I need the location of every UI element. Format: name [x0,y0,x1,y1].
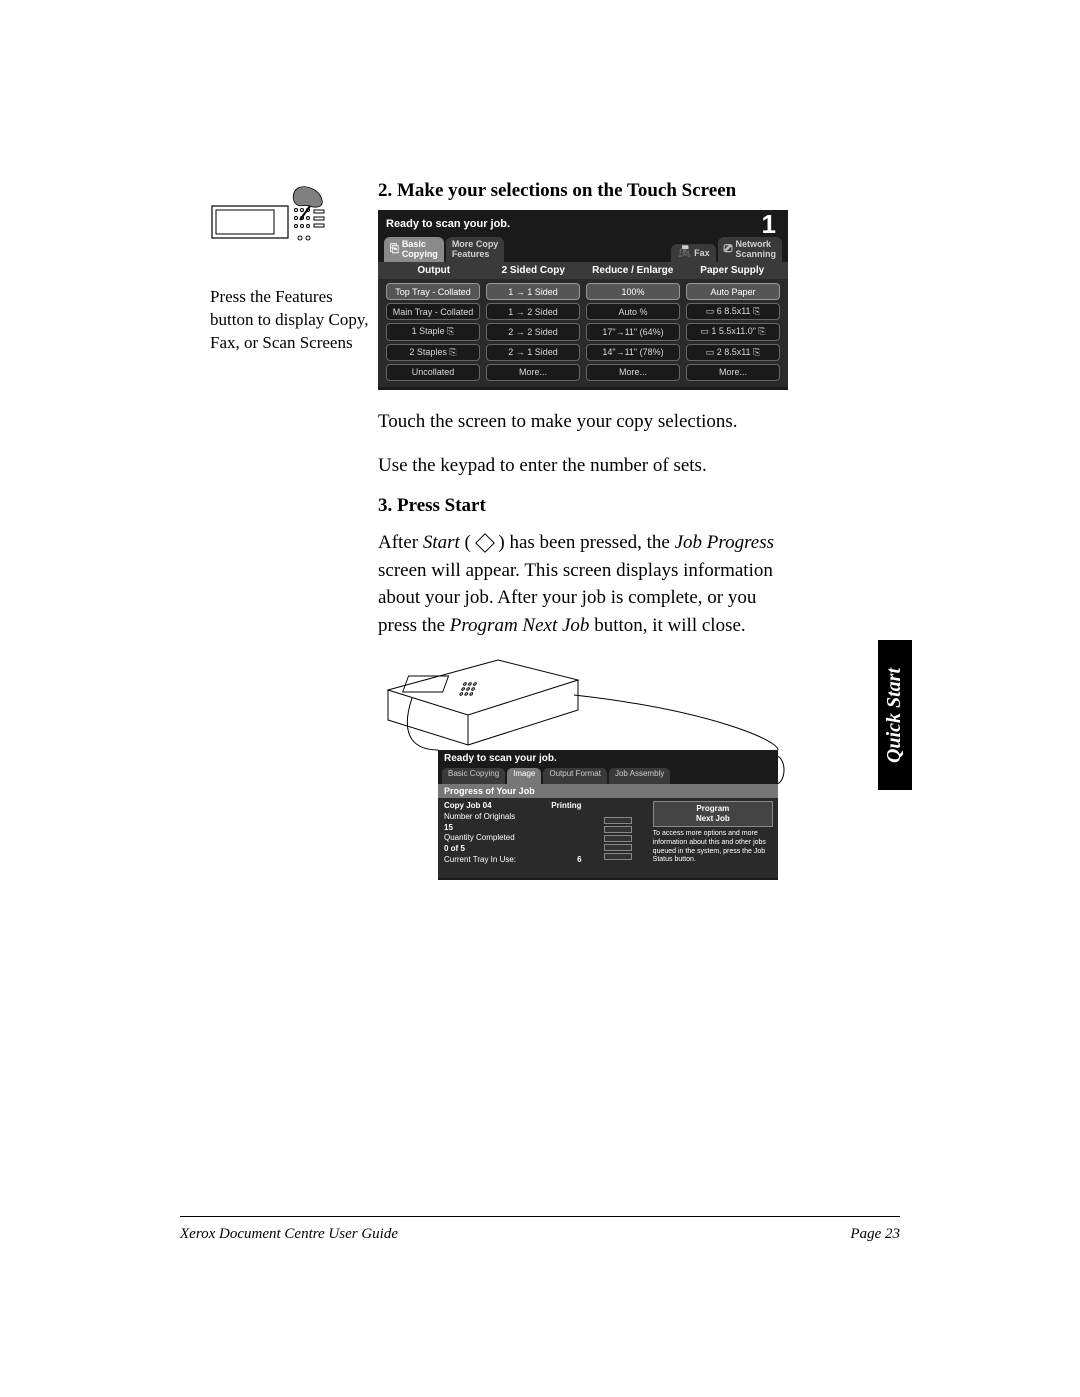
tab-fax[interactable]: 📠 Fax [671,244,715,262]
options-grid: Top Tray - Collated 1 → 1 Sided 100% Aut… [378,279,788,387]
tab-more-copy[interactable]: More Copy Features [446,237,505,262]
col-reduce: Reduce / Enlarge [583,265,683,276]
job-state: Printing [551,801,581,812]
orig-label: Number of Originals [444,812,582,823]
start-diamond-icon [475,533,495,553]
opt-output-1[interactable]: Main Tray - Collated [386,303,480,320]
copy-icon: ⎘ [390,244,399,256]
set-count: 1 [762,209,780,240]
tab-label: Fax [694,249,710,258]
opt-paper-0[interactable]: Auto Paper [686,283,780,300]
tab-basic[interactable]: Basic Copying [442,768,505,784]
program-next-job-button[interactable]: Program Next Job [653,801,773,827]
status-text: Ready to scan your job. [386,218,510,230]
opt-reduce-2[interactable]: 17"→11" (64%) [586,323,680,340]
opt-output-0[interactable]: Top Tray - Collated [386,283,480,300]
tab-basic-copying[interactable]: ⎘ Basic Copying [384,237,444,262]
footer-right: Page 23 [850,1226,900,1243]
col-2sided: 2 Sided Copy [484,265,584,276]
tab-network-scanning[interactable]: ⎚ Network Scanning [718,237,782,262]
step3-heading: 3. Press Start [378,495,798,517]
step2-body2: Use the keypad to enter the number of se… [378,452,798,480]
progress-title: Progress of Your Job [444,786,535,796]
footer-rule [180,1216,900,1217]
tab-job-assembly[interactable]: Job Assembly [609,768,670,784]
scan-icon: ⎚ [724,244,733,256]
status-text: Ready to scan your job. [438,750,778,768]
opt-2sided-1[interactable]: 1 → 2 Sided [486,303,580,320]
opt-paper-4[interactable]: More... [686,364,780,381]
opt-2sided-4[interactable]: More... [486,364,580,381]
touchscreen-copy-screen: Ready to scan your job. 1 ⎘ Basic Copyin… [378,210,788,390]
qty-val: 0 of 5 [444,844,582,855]
tab-output-format[interactable]: Output Format [543,768,607,784]
opt-output-2[interactable]: 1 Staple ⎘ [386,323,480,340]
opt-paper-1[interactable]: ▭ 6 8.5x11 ⎘ [686,303,780,320]
job-progress-screen: Ready to scan your job. Basic Copying Im… [438,750,778,880]
step2-body1: Touch the screen to make your copy selec… [378,408,798,436]
job-progress-figure: Ready to scan your job. Basic Copying Im… [378,650,788,890]
fax-icon: 📠 [677,247,691,259]
section-tab-quick-start: Quick Start [878,640,912,790]
col-output: Output [384,265,484,276]
tab-label: Basic Copying [402,240,438,259]
opt-2sided-2[interactable]: 2 → 2 Sided [486,323,580,340]
step2-heading: 2. Make your selections on the Touch Scr… [378,180,798,202]
opt-output-3[interactable]: 2 Staples ⎘ [386,344,480,361]
opt-2sided-3[interactable]: 2 → 1 Sided [486,344,580,361]
step2-side-caption: Press the Features button to display Cop… [210,286,370,355]
opt-reduce-0[interactable]: 100% [586,283,680,300]
tray-label: Current Tray In Use: [444,855,516,866]
col-paper: Paper Supply [683,265,783,276]
qty-label: Quantity Completed [444,833,582,844]
tray-stack-icon [588,798,648,878]
orig-val: 15 [444,823,582,834]
control-panel-illustration [210,186,340,256]
opt-reduce-3[interactable]: 14"→11" (78%) [586,344,680,361]
opt-output-4[interactable]: Uncollated [386,364,480,381]
job-name: Copy Job 04 [444,801,492,812]
footer-left: Xerox Document Centre User Guide [180,1226,398,1243]
opt-reduce-4[interactable]: More... [586,364,680,381]
opt-paper-3[interactable]: ▭ 2 8.5x11 ⎘ [686,344,780,361]
opt-reduce-1[interactable]: Auto % [586,303,680,320]
tab-image[interactable]: Image [507,768,541,784]
opt-2sided-0[interactable]: 1 → 1 Sided [486,283,580,300]
tray-val: 6 [577,855,581,866]
opt-paper-2[interactable]: ▭ 1 5.5x11.0" ⎘ [686,323,780,340]
step3-body: After Start ( ) has been pressed, the Jo… [378,529,798,639]
tab-label: Network Scanning [735,240,776,259]
info-text: To access more options and more informat… [653,830,773,865]
tab-label: More Copy Features [452,240,499,259]
